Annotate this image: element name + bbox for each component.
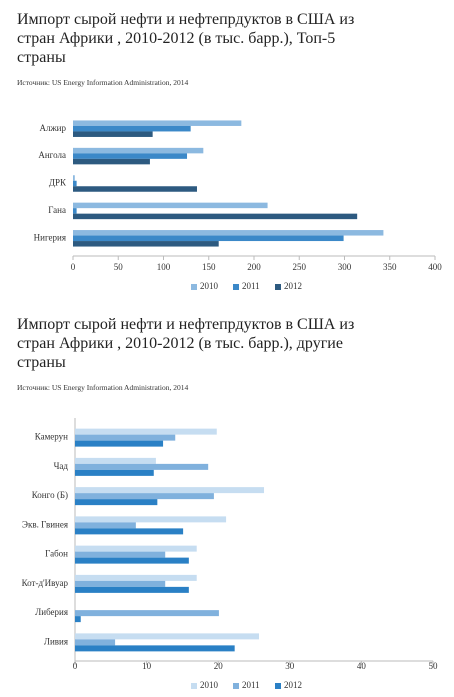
x-tick-label: 0: [73, 661, 78, 671]
x-tick-label: 400: [428, 262, 442, 272]
bar: [75, 487, 265, 494]
bar: [75, 440, 164, 447]
legend-label: 2011: [242, 680, 260, 690]
bar: [75, 516, 227, 523]
bar: [73, 202, 268, 209]
bar: [75, 457, 156, 464]
bar: [73, 235, 344, 242]
x-tick-label: 20: [214, 661, 224, 671]
legend-swatch: [275, 683, 281, 689]
bar: [75, 610, 219, 617]
bar: [73, 213, 358, 220]
bar: [73, 120, 242, 126]
bar: [73, 180, 77, 187]
bar: [73, 147, 204, 154]
chart-panel: Импорт сырой нефти и нефтепрдуктов в США…: [0, 0, 454, 300]
y-tick-label: Чад: [54, 461, 69, 471]
bar: [75, 428, 217, 435]
chart-title: Импорт сырой нефти и нефтепрдуктов в США…: [17, 316, 355, 371]
bar: [75, 586, 189, 593]
x-tick-label: 200: [247, 262, 261, 272]
chart: 0 10 20 30 40 50 Камерун Чад Конго (Б) Экв. Гвине…: [22, 418, 439, 690]
bar: [75, 545, 197, 552]
bar: [75, 580, 166, 587]
x-tick-label: 10: [142, 661, 152, 671]
chart: 0 50 100 150 200 250 300 350 400 Алжир Ангола ДРК Га…: [34, 120, 442, 291]
y-tick-label: ДРК: [49, 178, 67, 188]
bar: [73, 208, 77, 214]
bar: [75, 528, 184, 535]
y-tick-label: Экв. Гвинея: [22, 519, 68, 529]
source-note: Источник: US Energy Information Administ…: [17, 383, 189, 392]
x-tick-label: 0: [71, 262, 76, 272]
x-tick-label: 350: [383, 262, 397, 272]
x-tick-label: 50: [429, 661, 439, 671]
bar: [75, 469, 154, 476]
bar: [75, 522, 136, 529]
bar: [75, 639, 116, 646]
x-tick-label: 50: [114, 262, 124, 272]
legend-swatch: [233, 284, 239, 290]
x-tick-label: 150: [202, 262, 216, 272]
y-tick-label: Алжир: [39, 123, 66, 133]
legend-label: 2011: [242, 281, 260, 291]
bar: [73, 153, 188, 159]
legend-label: 2010: [200, 680, 219, 690]
x-tick-label: 100: [157, 262, 171, 272]
bar: [73, 175, 75, 181]
bar: [73, 131, 153, 137]
y-tick-label: Ливия: [44, 636, 68, 646]
bar: [75, 499, 158, 506]
bar: [75, 463, 209, 470]
bar: [73, 186, 197, 192]
bar: [73, 230, 384, 236]
x-tick-label: 40: [357, 661, 367, 671]
x-tick-label: 250: [293, 262, 307, 272]
y-tick-label: Гана: [48, 205, 66, 215]
x-tick-label: 300: [338, 262, 352, 272]
y-tick-label: Конго (Б): [32, 490, 68, 500]
chart-panel: Импорт сырой нефти и нефтепрдуктов в США…: [0, 305, 454, 697]
y-tick-label: Камерун: [35, 432, 68, 442]
x-tick-label: 30: [285, 661, 295, 671]
bar: [73, 241, 219, 247]
legend-swatch: [233, 683, 239, 689]
legend-swatch: [191, 284, 197, 290]
bar: [75, 434, 176, 441]
bar: [73, 158, 150, 165]
y-tick-label: Либерия: [35, 607, 68, 617]
bar: [75, 551, 166, 558]
legend-swatch: [191, 683, 197, 689]
bar: [75, 616, 81, 623]
legend-label: 2010: [200, 281, 219, 291]
y-tick-label: Ангола: [38, 150, 66, 160]
bar: [75, 574, 197, 581]
y-tick-label: Нигерия: [34, 232, 66, 242]
legend-label: 2012: [284, 680, 302, 690]
y-tick-label: Габон: [45, 549, 68, 559]
chart-title: Импорт сырой нефти и нефтепрдуктов в США…: [17, 11, 355, 66]
bar: [75, 557, 189, 564]
legend-swatch: [275, 284, 281, 290]
bar: [75, 645, 235, 652]
y-tick-label: Кот-д'Ивуар: [22, 578, 69, 588]
bar: [73, 125, 191, 132]
bar: [75, 493, 214, 500]
bar: [75, 633, 260, 640]
legend-label: 2012: [284, 281, 302, 291]
source-note: Источник: US Energy Information Administ…: [17, 78, 189, 87]
